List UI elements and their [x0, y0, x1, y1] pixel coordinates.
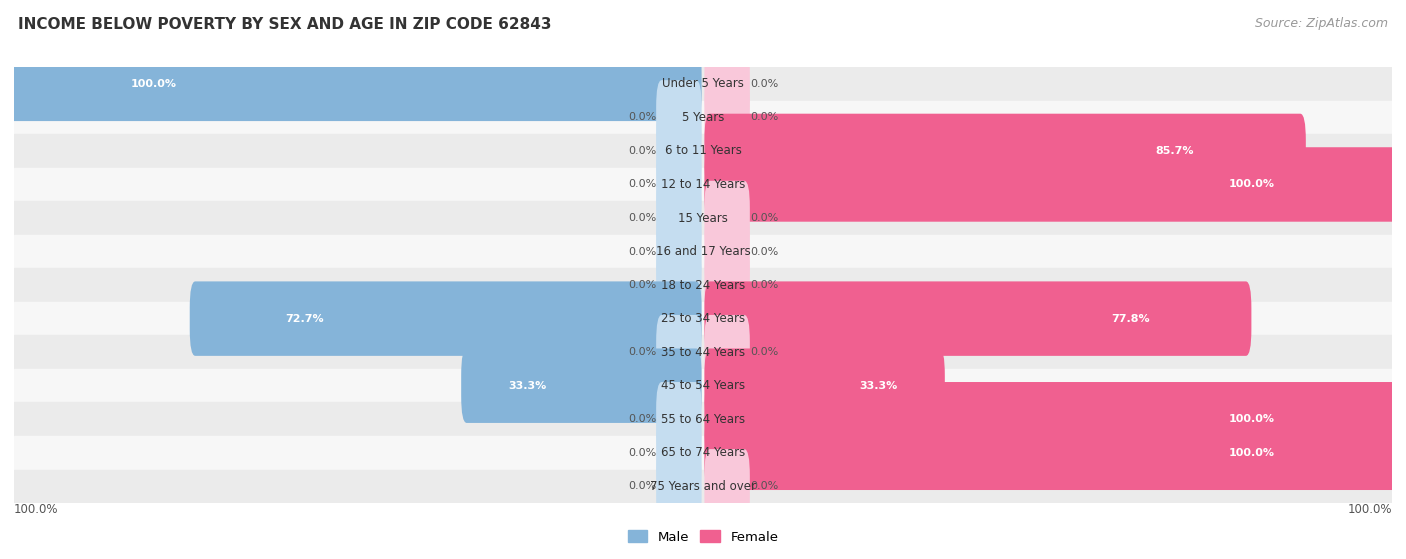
- Legend: Male, Female: Male, Female: [623, 525, 783, 549]
- Text: 0.0%: 0.0%: [628, 414, 657, 424]
- FancyBboxPatch shape: [704, 348, 945, 423]
- Text: 33.3%: 33.3%: [859, 381, 898, 391]
- Text: 0.0%: 0.0%: [628, 448, 657, 458]
- FancyBboxPatch shape: [657, 315, 702, 390]
- Text: 35 to 44 Years: 35 to 44 Years: [661, 345, 745, 359]
- Text: 0.0%: 0.0%: [628, 179, 657, 190]
- Text: 0.0%: 0.0%: [749, 280, 778, 290]
- FancyBboxPatch shape: [704, 80, 749, 155]
- Text: 72.7%: 72.7%: [285, 314, 323, 324]
- Text: 0.0%: 0.0%: [628, 213, 657, 223]
- Text: 33.3%: 33.3%: [508, 381, 547, 391]
- FancyBboxPatch shape: [657, 382, 702, 457]
- Text: 65 to 74 Years: 65 to 74 Years: [661, 446, 745, 459]
- Bar: [14, 470, 1392, 503]
- FancyBboxPatch shape: [704, 248, 749, 323]
- Text: 55 to 64 Years: 55 to 64 Years: [661, 413, 745, 426]
- Text: 0.0%: 0.0%: [628, 247, 657, 257]
- FancyBboxPatch shape: [657, 449, 702, 524]
- FancyBboxPatch shape: [1, 46, 702, 121]
- Text: 6 to 11 Years: 6 to 11 Years: [665, 144, 741, 158]
- Text: 0.0%: 0.0%: [628, 347, 657, 357]
- Text: 0.0%: 0.0%: [628, 481, 657, 491]
- Bar: [14, 335, 1392, 369]
- FancyBboxPatch shape: [657, 147, 702, 222]
- FancyBboxPatch shape: [704, 382, 1405, 457]
- FancyBboxPatch shape: [657, 214, 702, 289]
- Text: 100.0%: 100.0%: [131, 79, 177, 89]
- Text: 18 to 24 Years: 18 to 24 Years: [661, 278, 745, 292]
- Text: 0.0%: 0.0%: [749, 112, 778, 122]
- Text: INCOME BELOW POVERTY BY SEX AND AGE IN ZIP CODE 62843: INCOME BELOW POVERTY BY SEX AND AGE IN Z…: [18, 17, 551, 32]
- Bar: [14, 168, 1392, 201]
- Text: 100.0%: 100.0%: [14, 503, 59, 516]
- FancyBboxPatch shape: [657, 181, 702, 255]
- FancyBboxPatch shape: [704, 181, 749, 255]
- Text: 77.8%: 77.8%: [1111, 314, 1150, 324]
- Text: 16 and 17 Years: 16 and 17 Years: [655, 245, 751, 258]
- Text: 15 Years: 15 Years: [678, 211, 728, 225]
- FancyBboxPatch shape: [704, 147, 1405, 222]
- FancyBboxPatch shape: [704, 214, 749, 289]
- Text: 0.0%: 0.0%: [749, 481, 778, 491]
- FancyBboxPatch shape: [657, 113, 702, 188]
- Bar: [14, 268, 1392, 302]
- Text: 100.0%: 100.0%: [1229, 448, 1275, 458]
- Text: 0.0%: 0.0%: [628, 146, 657, 156]
- Text: 12 to 14 Years: 12 to 14 Years: [661, 178, 745, 191]
- Text: 100.0%: 100.0%: [1229, 179, 1275, 190]
- Text: 0.0%: 0.0%: [749, 347, 778, 357]
- Bar: [14, 235, 1392, 268]
- Text: 100.0%: 100.0%: [1229, 414, 1275, 424]
- Bar: [14, 302, 1392, 335]
- FancyBboxPatch shape: [704, 113, 1306, 188]
- Bar: [14, 436, 1392, 470]
- Text: 75 Years and over: 75 Years and over: [650, 480, 756, 493]
- Text: Source: ZipAtlas.com: Source: ZipAtlas.com: [1254, 17, 1388, 30]
- FancyBboxPatch shape: [704, 449, 749, 524]
- Text: 0.0%: 0.0%: [628, 280, 657, 290]
- Text: 25 to 34 Years: 25 to 34 Years: [661, 312, 745, 325]
- Bar: [14, 402, 1392, 436]
- Bar: [14, 101, 1392, 134]
- FancyBboxPatch shape: [657, 80, 702, 155]
- FancyBboxPatch shape: [461, 348, 702, 423]
- Text: 0.0%: 0.0%: [749, 79, 778, 89]
- FancyBboxPatch shape: [190, 281, 702, 356]
- Text: 0.0%: 0.0%: [628, 112, 657, 122]
- Bar: [14, 201, 1392, 235]
- Text: 0.0%: 0.0%: [749, 247, 778, 257]
- FancyBboxPatch shape: [657, 248, 702, 323]
- Bar: [14, 67, 1392, 101]
- Text: 0.0%: 0.0%: [749, 213, 778, 223]
- Bar: [14, 134, 1392, 168]
- Bar: [14, 369, 1392, 402]
- Text: Under 5 Years: Under 5 Years: [662, 77, 744, 91]
- FancyBboxPatch shape: [704, 315, 749, 390]
- Text: 85.7%: 85.7%: [1156, 146, 1194, 156]
- FancyBboxPatch shape: [704, 46, 749, 121]
- FancyBboxPatch shape: [704, 415, 1405, 490]
- FancyBboxPatch shape: [657, 415, 702, 490]
- Text: 45 to 54 Years: 45 to 54 Years: [661, 379, 745, 392]
- Text: 5 Years: 5 Years: [682, 111, 724, 124]
- Text: 100.0%: 100.0%: [1347, 503, 1392, 516]
- FancyBboxPatch shape: [704, 281, 1251, 356]
